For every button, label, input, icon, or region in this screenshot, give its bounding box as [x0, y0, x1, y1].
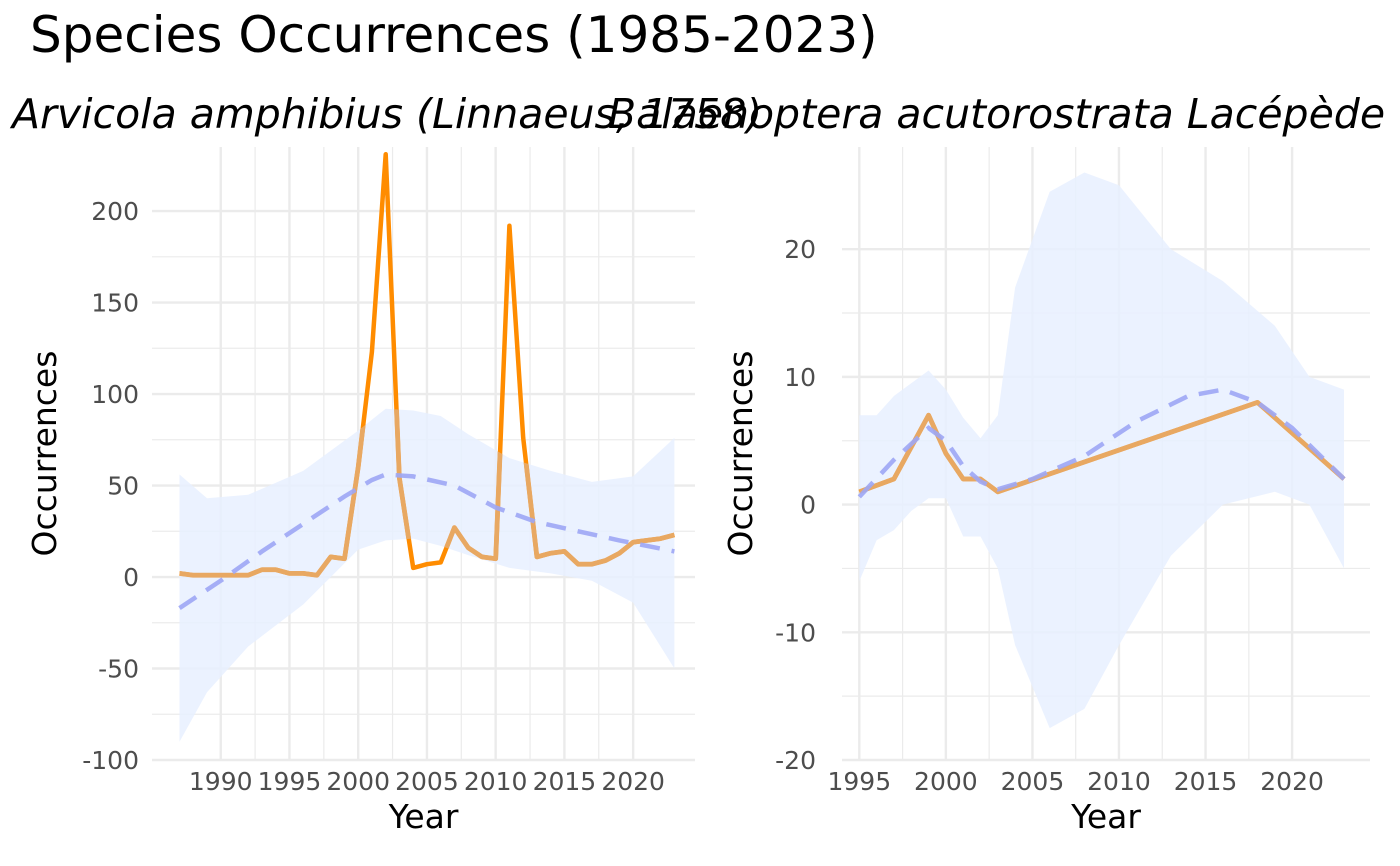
observed-line-overlap — [859, 399, 1344, 495]
x-tick-label: 1995 — [827, 767, 891, 796]
x-tick-label: 2020 — [1260, 767, 1324, 796]
panel-title: Balaenoptera acutorostrata Lacépède — [608, 90, 1385, 138]
x-tick-label: 1995 — [258, 767, 322, 796]
y-tick-label: -100 — [82, 746, 139, 775]
confidence-band — [859, 172, 1344, 729]
y-tick-label: 50 — [107, 472, 139, 501]
y-tick-label: 150 — [91, 289, 139, 318]
figure-title: Species Occurrences (1985-2023) — [30, 6, 878, 64]
trend-line — [857, 387, 1346, 499]
panel-1: 1990 1995 2000 2005 2010 2015 2020 -100 -50 0 50 10… — [9, 90, 762, 836]
x-tick-label: 2000 — [914, 767, 978, 796]
y-tick-label: 0 — [123, 563, 139, 592]
x-tick-label: 2000 — [326, 767, 390, 796]
panel-title: Arvicola amphibius (Linnaeus, 1758) — [9, 90, 762, 138]
x-tick-label: 2015 — [533, 767, 597, 796]
y-tick-label: -50 — [98, 655, 139, 684]
x-tick-label: 2005 — [395, 767, 459, 796]
x-tick-label: 2005 — [1001, 767, 1065, 796]
y-axis-label: Occurrences — [25, 351, 64, 557]
x-axis-label: Year — [388, 797, 459, 836]
x-axis-label: Year — [1070, 797, 1141, 836]
x-tick-label: 2020 — [601, 767, 665, 796]
confidence-band — [179, 408, 675, 742]
y-tick-label: 0 — [800, 491, 816, 520]
x-tick-label: 1990 — [189, 767, 253, 796]
y-tick-label: 200 — [91, 197, 139, 226]
x-tick-label: 2010 — [1087, 767, 1151, 796]
y-tick-label: -10 — [775, 618, 816, 647]
y-tick-label: -20 — [775, 746, 816, 775]
trend-line — [178, 472, 675, 610]
y-axis-label: Occurrences — [721, 351, 760, 557]
x-tick-label: 2015 — [1174, 767, 1238, 796]
panel-2: 1995 2000 2005 2010 2015 2020 -20 -10 0 10 20 Year O… — [608, 90, 1385, 836]
x-tick-label: 2010 — [464, 767, 528, 796]
y-tick-label: 20 — [784, 235, 816, 264]
y-tick-label: 10 — [784, 363, 816, 392]
y-tick-label: 100 — [91, 380, 139, 409]
